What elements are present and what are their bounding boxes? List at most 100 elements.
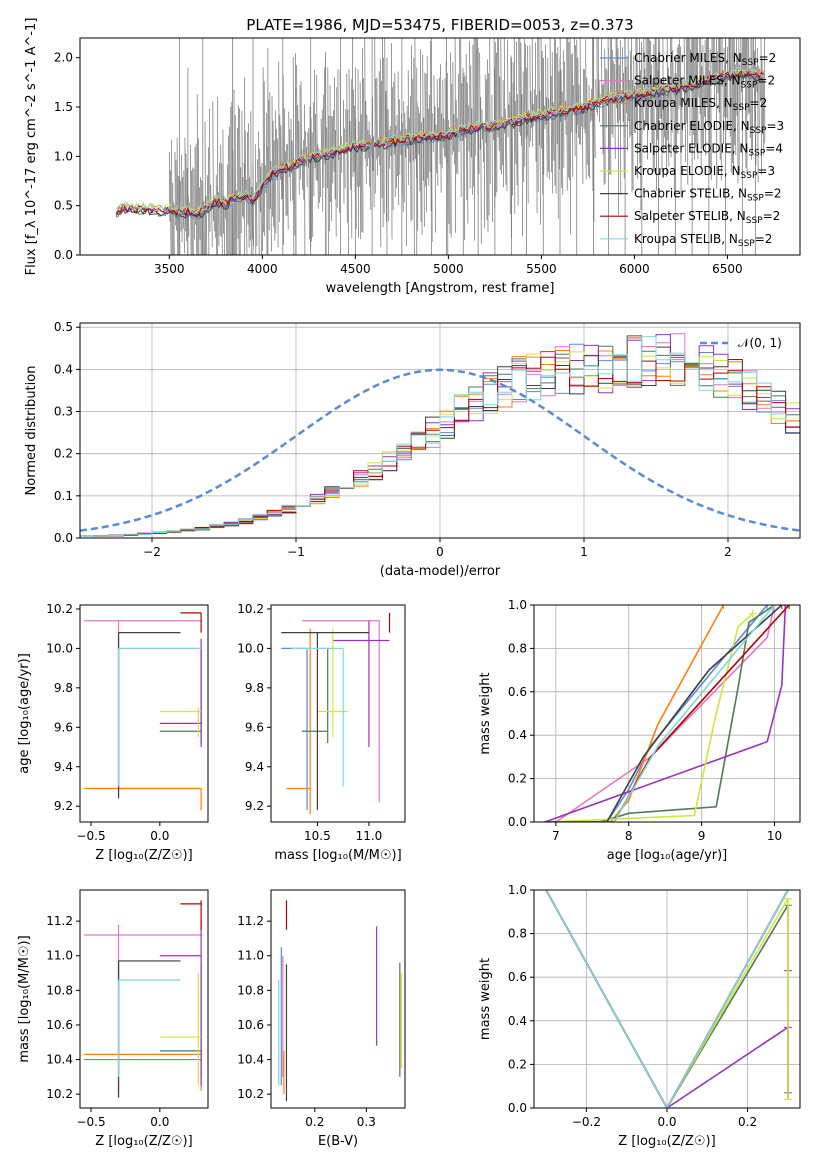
age_vs_z-ytick-label: 9.2 bbox=[54, 799, 73, 813]
weight_vs_z-ytick-label: 0.0 bbox=[508, 1101, 527, 1115]
mass_vs_ebv-xtick-label: 0.3 bbox=[357, 1115, 376, 1129]
spectrum-model-line-kroupa_stelib bbox=[116, 66, 765, 216]
mass_vs_z-ytick-label: 10.2 bbox=[46, 1087, 73, 1101]
weight-age-line-kroupa_stelib bbox=[548, 605, 776, 822]
legend-label-kroupa_miles: Kroupa MILES, NSSP=2 bbox=[634, 96, 767, 113]
mass_vs_z-panel: −0.5 0.0 10.2 10.4 10.6 10.8 11.0 11.2 Z [log₁₀(… bbox=[17, 889, 209, 1149]
legend-label-sub: SSP bbox=[746, 216, 763, 226]
age_vs_mass-xtick-label: 10.5 bbox=[304, 829, 331, 843]
weight_vs_age-ytick-label: 0.8 bbox=[508, 641, 527, 655]
weight-age-line-kroupa_elodie bbox=[548, 613, 754, 822]
weight-age-marker-kroupa_miles bbox=[719, 605, 728, 609]
legend-label-suffix: =2 bbox=[757, 74, 775, 88]
legend-label-sub: SSP bbox=[747, 194, 764, 204]
residuals-ytick-label: 0.0 bbox=[54, 531, 73, 545]
mass_vs_z-plot-area bbox=[84, 900, 202, 1098]
legend-label-sub: SSP bbox=[742, 58, 759, 68]
legend-label-suffix: =2 bbox=[759, 51, 777, 65]
legend-label-chabrier_elodie: Chabrier ELODIE, NSSP=3 bbox=[634, 119, 784, 136]
weight-age-line-chabrier_elodie bbox=[552, 605, 775, 822]
spectrum-model-line-chabrier_stelib bbox=[115, 70, 764, 219]
age_vs_z-ytick-label: 10.0 bbox=[46, 641, 73, 655]
weight-age-marker-chabrier_stelib bbox=[777, 605, 786, 609]
mass_vs_ebv-plot-area bbox=[278, 900, 402, 1102]
mass_vs_z-ytick-label: 10.6 bbox=[46, 1018, 73, 1032]
weight_vs_z-plot-area bbox=[545, 890, 792, 1108]
weight_vs_age-ytick-label: 0.4 bbox=[508, 728, 527, 742]
mass_vs_z-xtick-label: −0.5 bbox=[76, 1115, 105, 1129]
age_vs_z-plot-area bbox=[84, 612, 202, 811]
legend-label-text: Chabrier ELODIE, N bbox=[634, 119, 750, 133]
age_vs_mass-ytick-label: 10.0 bbox=[237, 641, 264, 655]
mass_vs_z-frame bbox=[79, 889, 209, 1109]
age_vs_mass-ytick-label: 9.8 bbox=[245, 681, 264, 695]
weight-age-line-kroupa_miles bbox=[544, 605, 725, 822]
weight-z-line-kroupa_stelib bbox=[545, 890, 789, 1108]
age_vs_z-ytick-label: 9.4 bbox=[54, 760, 73, 774]
mass_vs_ebv-panel: 0.2 0.3 10.2 10.4 10.6 10.8 11.0 11.2 E(B-V) bbox=[237, 889, 406, 1149]
age_vs_z-ytick-label: 9.8 bbox=[54, 681, 73, 695]
weight_vs_z-ytick-label: 0.6 bbox=[508, 970, 527, 984]
legend-label-text: Chabrier STELIB, N bbox=[634, 187, 747, 201]
residuals-xlabel: (data-model)/error bbox=[380, 564, 501, 579]
weight-age-line-chabrier_miles bbox=[552, 605, 768, 822]
weight_vs_age-plot-area bbox=[544, 605, 794, 822]
weight_vs_z-ytick-label: 0.2 bbox=[508, 1057, 527, 1071]
weight-age-marker-chabrier_miles bbox=[763, 605, 772, 609]
legend-label-sub: SSP bbox=[741, 81, 758, 91]
mass_vs_ebv-frame bbox=[270, 889, 406, 1109]
age_vs_mass-ytick-label: 9.6 bbox=[245, 720, 264, 734]
spectrum-frame bbox=[79, 37, 801, 256]
weight_vs_z-xtick-label: 0.2 bbox=[738, 1115, 757, 1129]
legend-label-text: Kroupa STELIB, N bbox=[634, 232, 738, 246]
spectrum-ytick-label: 1.5 bbox=[54, 100, 73, 114]
gaussian-curve bbox=[80, 368, 800, 532]
weight_vs_age-panel: 7 8 9 10 0.0 0.2 0.4 0.6 0.8 1.0 age [log₁₀(age/yr… bbox=[478, 598, 801, 863]
legend-label-salpeter_miles: Salpeter MILES, NSSP=2 bbox=[634, 74, 775, 91]
age_vs_z-ylabel: age [log₁₀(age/yr)] bbox=[17, 653, 32, 774]
mass_vs_ebv-ytick-label: 10.4 bbox=[237, 1053, 264, 1067]
legend-label-suffix: =2 bbox=[750, 96, 768, 110]
age_vs_z-xtick-label: 0.0 bbox=[150, 829, 169, 843]
mass_vs_ebv-ytick-label: 11.2 bbox=[237, 914, 264, 928]
legend-label-sub: SSP bbox=[738, 239, 755, 249]
weight-age-marker-kroupa_stelib bbox=[770, 605, 779, 609]
residuals-ytick-label: 0.1 bbox=[54, 489, 73, 503]
residuals-ytick-label: 0.3 bbox=[54, 405, 73, 419]
age_vs_mass-xtick-label: 11.0 bbox=[356, 829, 383, 843]
age_vs_z-ytick-label: 10.2 bbox=[46, 602, 73, 616]
legend-label-text: Chabrier MILES, N bbox=[634, 51, 742, 65]
weight_vs_age-xlabel: age [log₁₀(age/yr)] bbox=[607, 848, 728, 863]
weight_vs_age-ylabel: mass weight bbox=[478, 672, 493, 754]
weight_vs_z-ytick-label: 0.8 bbox=[508, 927, 527, 941]
weight_vs_z-xtick-label: 0.0 bbox=[657, 1115, 676, 1129]
residuals-ylabel: Normed distribution bbox=[24, 366, 39, 496]
age_vs_mass-ytick-label: 10.2 bbox=[237, 602, 264, 616]
figure-title: PLATE=1986, MJD=53475, FIBERID=0053, z=0… bbox=[246, 16, 633, 34]
weight_vs_z-xlabel: Z [log₁₀(Z/Z☉)] bbox=[618, 1134, 715, 1149]
legend-label-sub: SSP bbox=[748, 148, 765, 158]
legend-label-chabrier_stelib: Chabrier STELIB, NSSP=2 bbox=[634, 187, 782, 204]
legend-label-sub: SSP bbox=[733, 103, 750, 113]
weight_vs_age-xtick-label: 8 bbox=[625, 829, 633, 843]
weight_vs_z-ylabel: mass weight bbox=[478, 958, 493, 1040]
mass_vs_z-ytick-label: 11.2 bbox=[46, 914, 73, 928]
spectrum-xtick-label: 5000 bbox=[433, 262, 464, 276]
residuals-panel: −2 −1 0 1 2 0.0 0.1 0.2 0.3 0.4 0.5 (data-model)/er… bbox=[24, 320, 801, 579]
age_vs_z-panel: −0.5 0.0 9.2 9.4 9.6 9.8 10.0 10.2 Z [log₁₀(Z/Z☉… bbox=[17, 602, 209, 863]
legend-label-salpeter_stelib: Salpeter STELIB, NSSP=2 bbox=[634, 209, 780, 226]
legend-label-salpeter_elodie: Salpeter ELODIE, NSSP=4 bbox=[634, 141, 783, 158]
spectrum-ytick-label: 0.0 bbox=[54, 248, 73, 262]
legend-label-suffix: =4 bbox=[765, 141, 783, 155]
weight_vs_z-xtick-label: −0.2 bbox=[572, 1115, 601, 1129]
weight_vs_age-ytick-label: 1.0 bbox=[508, 598, 527, 612]
legend-label-suffix: =2 bbox=[764, 187, 782, 201]
weight-age-line-chabrier_stelib bbox=[548, 605, 783, 822]
residual-hist-kroupa_stelib bbox=[80, 336, 800, 537]
weight-age-line-salpeter_elodie bbox=[544, 605, 787, 822]
residuals-plot-area bbox=[80, 333, 800, 537]
mass_vs_ebv-xtick-label: 0.2 bbox=[305, 1115, 324, 1129]
legend-label-text: Salpeter ELODIE, N bbox=[634, 141, 748, 155]
mass_vs_z-ylabel: mass [log₁₀(M/M☉)] bbox=[17, 935, 32, 1062]
weight_vs_z-panel: −0.2 0.0 0.2 0.0 0.2 0.4 0.6 0.8 1.0 Z [log₁₀(Z/Z… bbox=[478, 883, 801, 1149]
